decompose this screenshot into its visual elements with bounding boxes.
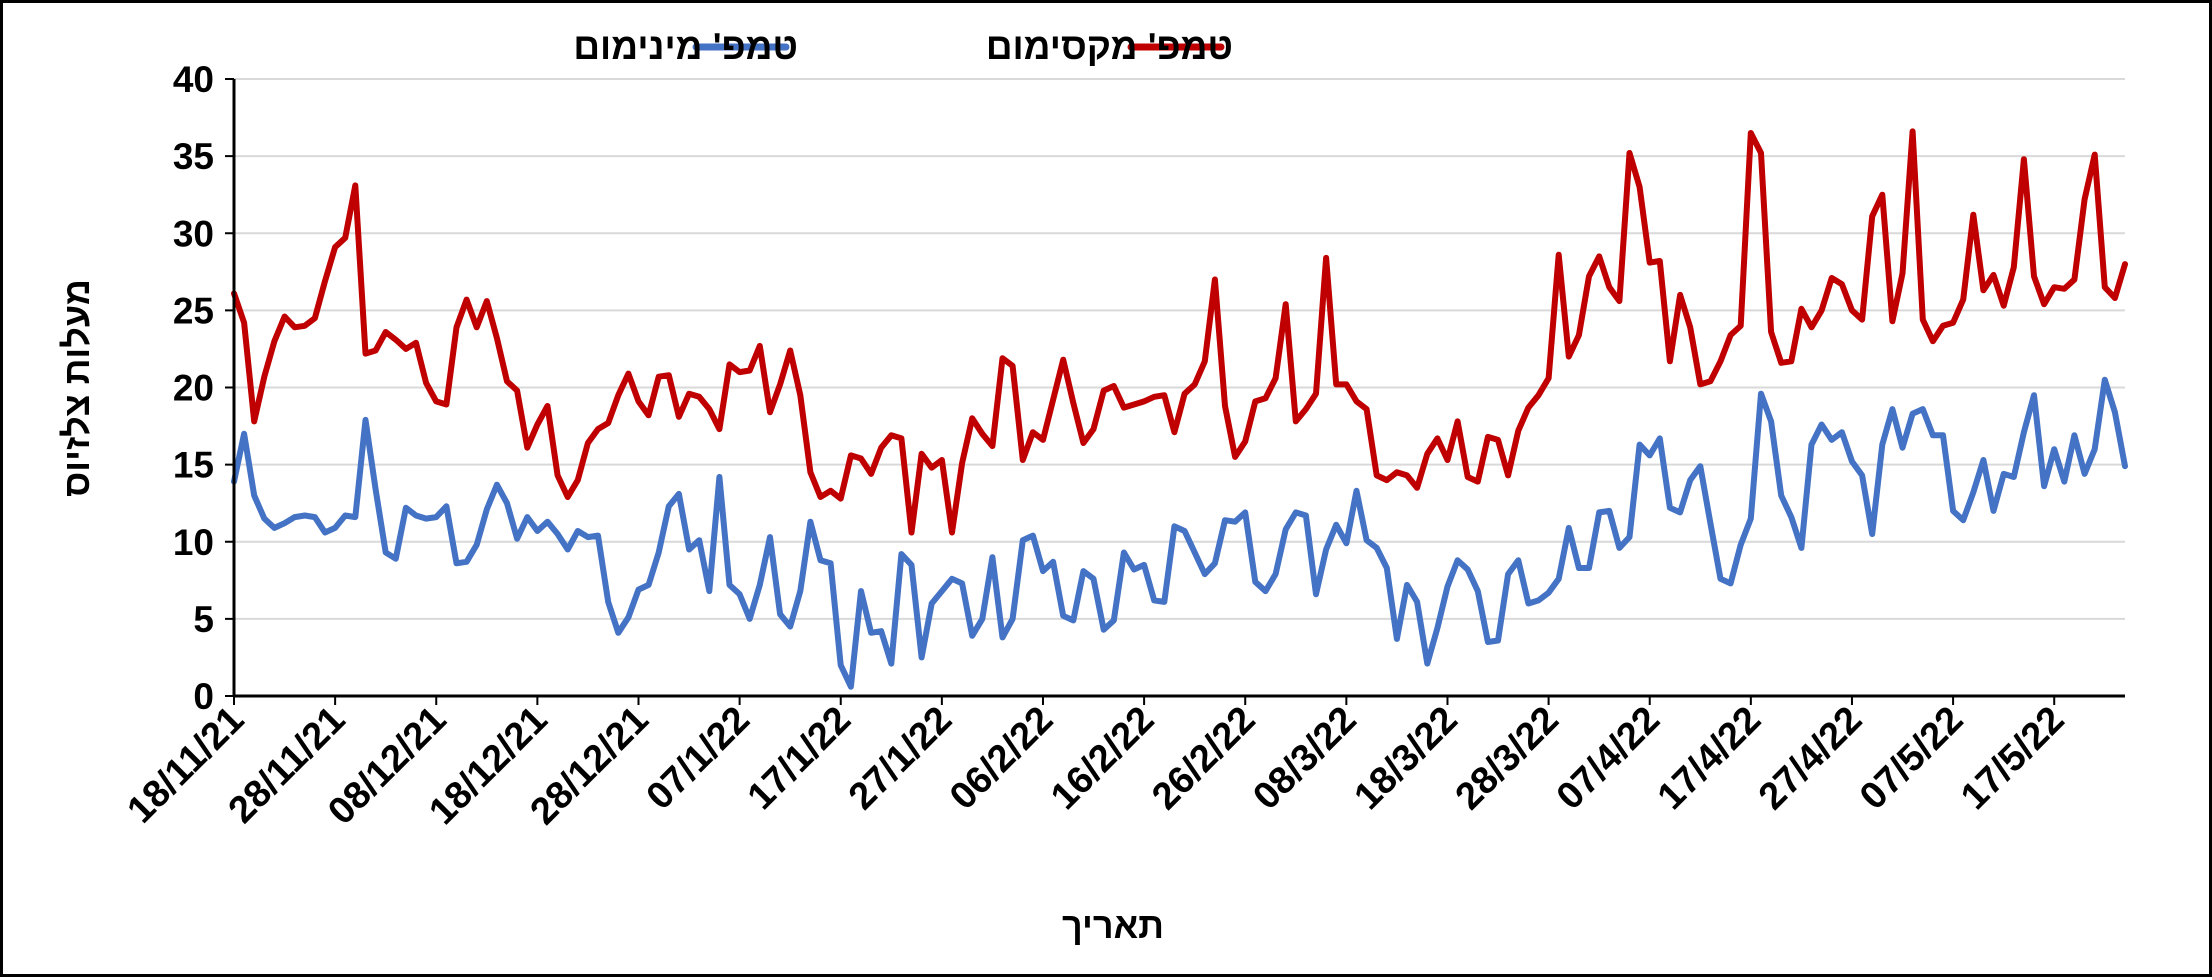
x-tick-label: 06/2/22 — [942, 699, 1061, 818]
x-tick-label: 27/1/22 — [841, 699, 960, 818]
x-tick-label: 17/1/22 — [740, 699, 859, 818]
legend-label-max: טמפ' מקסימום — [986, 26, 1233, 67]
x-axis-title: תאריך — [1062, 905, 1164, 946]
y-tick-label: 0 — [193, 676, 214, 717]
y-tick-label: 25 — [173, 290, 214, 331]
x-tick-label: 17/5/22 — [1953, 699, 2072, 818]
x-tick-label: 28/3/22 — [1448, 699, 1567, 818]
series-lines — [231, 128, 2128, 690]
x-tick-label: 08/3/22 — [1245, 699, 1364, 818]
y-tick-label: 35 — [173, 136, 214, 177]
y-tick-label: 10 — [173, 522, 214, 563]
y-tick-label: 15 — [173, 445, 214, 486]
legend: טמפ' מקסימום טמפ' מינימום — [573, 26, 1233, 67]
y-tick-label: 20 — [173, 368, 214, 409]
x-tick-label: 07/1/22 — [639, 699, 758, 818]
x-tick-label: 27/4/22 — [1751, 699, 1870, 818]
y-tick-label: 40 — [173, 59, 214, 100]
x-tick-label: 07/4/22 — [1549, 699, 1668, 818]
x-tick-label: 16/2/22 — [1043, 699, 1162, 818]
gridlines — [234, 78, 2125, 620]
x-tick-label: 26/2/22 — [1144, 699, 1263, 818]
y-tick-labels: 0 5 10 15 20 25 30 35 40 — [173, 59, 234, 717]
x-tick-labels: 18/11/2128/11/2108/12/2118/12/2128/12/21… — [120, 696, 2073, 833]
legend-item-min: טמפ' מינימום — [573, 26, 798, 67]
series-line-min-temp — [231, 376, 2128, 690]
x-tick-label: 17/4/22 — [1650, 699, 1769, 818]
y-tick-label: 30 — [173, 213, 214, 254]
y-axis-title: מעלות צלזיוס — [56, 279, 97, 497]
x-tick-label: 07/5/22 — [1852, 699, 1971, 818]
legend-item-max: טמפ' מקסימום — [986, 26, 1233, 67]
legend-label-min: טמפ' מינימום — [573, 26, 798, 67]
temperature-line-chart: 0 5 10 15 20 25 30 35 40 18/11/2128/11/2108/12/2… — [56, 26, 2128, 946]
y-tick-label: 5 — [193, 599, 214, 640]
series-line-max-temp — [231, 128, 2128, 536]
x-tick-label: 18/3/22 — [1346, 699, 1465, 818]
